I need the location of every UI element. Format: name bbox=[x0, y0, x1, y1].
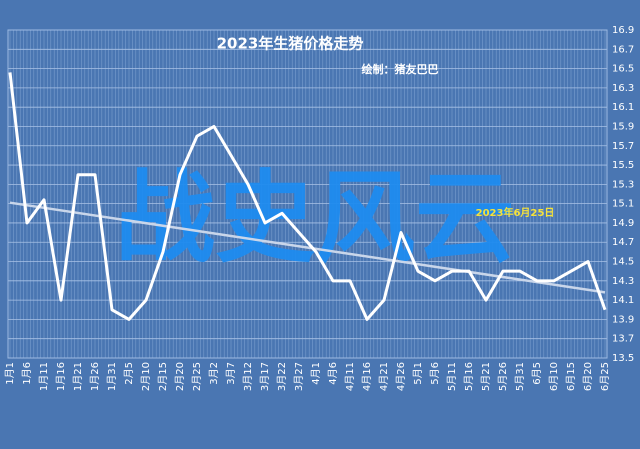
y-tick-label: 16.5 bbox=[612, 64, 634, 75]
x-tick-label: 6月10 bbox=[548, 362, 560, 391]
y-tick-label: 15.5 bbox=[612, 160, 634, 171]
x-tick-label: 4月6 bbox=[327, 362, 339, 385]
y-tick-label: 16.3 bbox=[612, 83, 634, 94]
x-tick-label: 2月10 bbox=[140, 362, 152, 391]
y-tick-label: 14.5 bbox=[612, 257, 634, 268]
y-tick-label: 15.7 bbox=[612, 141, 634, 152]
price-line bbox=[8, 72, 607, 321]
x-tick-label: 2月5 bbox=[123, 362, 135, 385]
x-tick-label: 4月26 bbox=[395, 362, 407, 391]
x-tick-label: 1月16 bbox=[55, 362, 67, 391]
x-tick-label: 5月21 bbox=[480, 362, 492, 391]
x-tick-label: 1月26 bbox=[89, 362, 101, 391]
trend-line bbox=[9, 201, 606, 294]
y-tick-label: 16.7 bbox=[612, 44, 634, 55]
x-tick-label: 3月17 bbox=[259, 362, 271, 391]
x-tick-label: 4月11 bbox=[344, 362, 356, 391]
x-tick-label: 4月21 bbox=[378, 362, 390, 391]
y-tick-label: 16.9 bbox=[612, 25, 634, 36]
x-tick-label: 3月7 bbox=[225, 362, 237, 385]
x-tick-label: 1月31 bbox=[106, 362, 118, 391]
x-tick-label: 4月16 bbox=[361, 362, 373, 391]
y-tick-label: 14.7 bbox=[612, 237, 634, 248]
x-tick-label: 6月25 bbox=[599, 362, 611, 391]
x-tick-label: 5月11 bbox=[446, 362, 458, 391]
x-tick-label: 3月22 bbox=[276, 362, 288, 391]
x-tick-label: 1月6 bbox=[21, 362, 33, 385]
x-tick-label: 4月1 bbox=[310, 362, 322, 385]
y-tick-label: 14.3 bbox=[612, 276, 634, 287]
chart-title: 2023年生猪价格走势 bbox=[217, 35, 364, 53]
x-tick-label: 2月15 bbox=[157, 362, 169, 391]
x-tick-label: 3月2 bbox=[208, 362, 220, 385]
y-tick-label: 15.1 bbox=[612, 199, 634, 210]
x-tick-label: 6月15 bbox=[565, 362, 577, 391]
x-tick-label: 5月1 bbox=[412, 362, 424, 385]
x-tick-label: 5月6 bbox=[429, 362, 441, 385]
x-tick-label: 1月11 bbox=[38, 362, 50, 391]
y-tick-label: 16.1 bbox=[612, 102, 634, 113]
x-tick-label: 5月16 bbox=[463, 362, 475, 391]
watermark: 战史风云 bbox=[115, 159, 515, 276]
x-tick-label: 2月20 bbox=[174, 362, 186, 391]
plot-frame bbox=[7, 29, 608, 359]
x-tick-label: 5月31 bbox=[514, 362, 526, 391]
y-tick-label: 15.3 bbox=[612, 179, 634, 190]
y-tick-label: 13.9 bbox=[612, 314, 634, 325]
x-tick-label: 6月20 bbox=[582, 362, 594, 391]
x-tick-label: 6月5 bbox=[531, 362, 543, 385]
chart-subtitle: 绘制：猪友巴巴 bbox=[362, 62, 439, 76]
y-tick-label: 13.5 bbox=[612, 353, 634, 364]
y-tick-label: 14.1 bbox=[612, 295, 634, 306]
y-tick-label: 13.7 bbox=[612, 334, 634, 345]
x-tick-label: 2月25 bbox=[191, 362, 203, 391]
y-tick-label: 14.9 bbox=[612, 218, 634, 229]
x-tick-label: 3月27 bbox=[293, 362, 305, 391]
x-tick-label: 3月12 bbox=[242, 362, 254, 391]
annotation: 2023年6月25日 bbox=[476, 206, 555, 219]
y-tick-label: 15.9 bbox=[612, 121, 634, 132]
x-tick-label: 1月1 bbox=[4, 362, 16, 385]
x-tick-label: 5月26 bbox=[497, 362, 509, 391]
x-tick-label: 1月21 bbox=[72, 362, 84, 391]
